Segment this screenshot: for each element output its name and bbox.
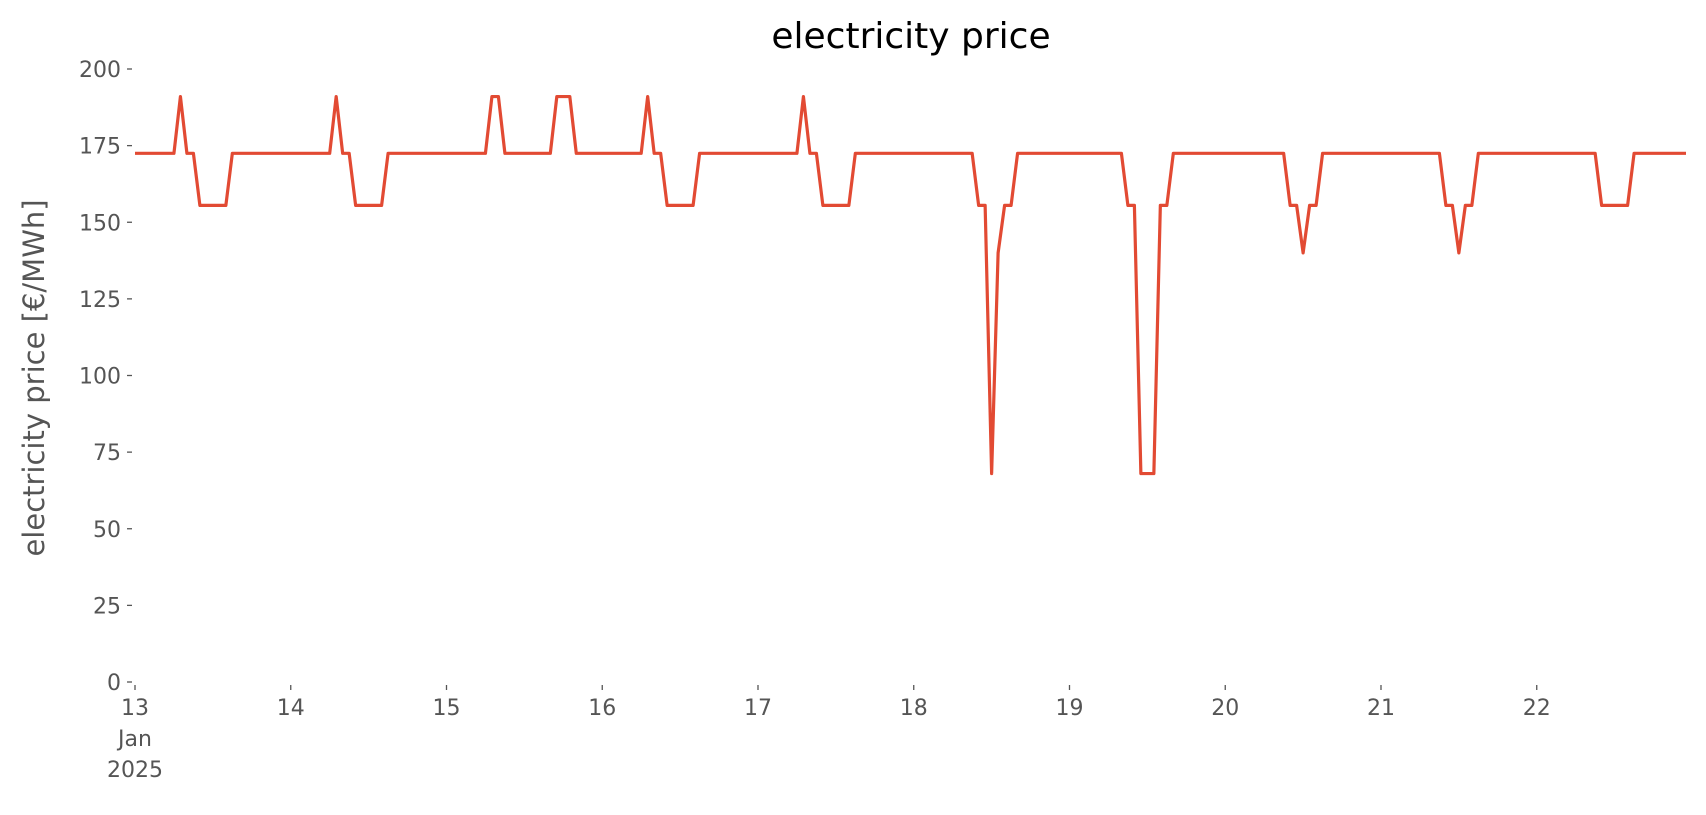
y-tick-label: 25 (93, 594, 121, 619)
x-tick-label: 13 Jan 2025 (107, 696, 163, 783)
y-tick-label: 75 (93, 441, 121, 466)
y-tick-label: 50 (93, 518, 121, 543)
x-tick-label: 21 (1367, 696, 1395, 721)
x-tick-label: 16 (588, 696, 616, 721)
x-tick-label: 20 (1211, 696, 1239, 721)
chart-title: electricity price (771, 16, 1050, 57)
y-tick-label: 100 (79, 365, 121, 390)
x-tick-label: 22 (1523, 696, 1551, 721)
x-tick-label: 14 (277, 696, 305, 721)
y-tick-label: 200 (79, 58, 121, 83)
y-tick-label: 125 (79, 288, 121, 313)
x-tick-label: 18 (900, 696, 928, 721)
x-tick-label: 17 (744, 696, 772, 721)
data-line (135, 94, 1686, 476)
x-tick-label: 15 (432, 696, 460, 721)
y-tick-label: 150 (79, 211, 121, 236)
y-tick-label: 175 (79, 135, 121, 160)
y-axis-label: electricity price [€/MWh] (17, 199, 51, 556)
x-tick-label: 19 (1055, 696, 1083, 721)
y-tick-label: 0 (107, 671, 121, 696)
